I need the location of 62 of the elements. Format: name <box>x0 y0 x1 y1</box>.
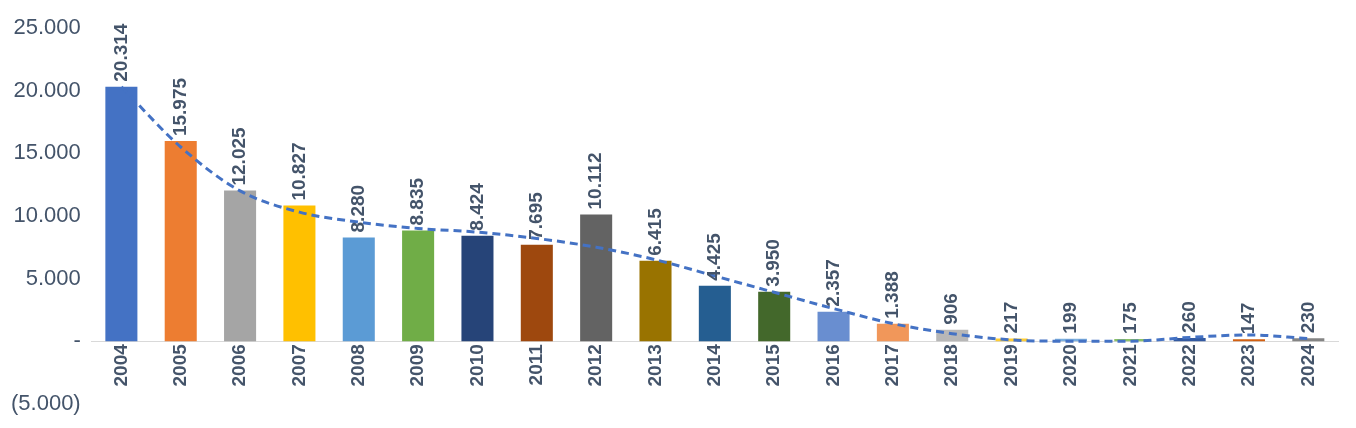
data-label: 8.424 <box>465 182 487 231</box>
x-tick-label: 2005 <box>168 343 190 387</box>
y-tick-label: 5.000 <box>25 264 81 290</box>
bar <box>283 205 316 342</box>
y-tick-label: - <box>73 327 81 353</box>
data-label: 8.280 <box>347 184 368 233</box>
data-label: 10.112 <box>584 152 606 210</box>
x-tick-label: 2020 <box>1059 344 1081 387</box>
data-label: 217 <box>999 301 1021 334</box>
x-tick-label: 2014 <box>703 343 725 387</box>
bar <box>639 260 672 342</box>
data-label: 3.950 <box>762 239 784 287</box>
x-tick-label: 2019 <box>999 344 1021 387</box>
x-tick-label: 2010 <box>465 344 487 387</box>
data-label: 6.415 <box>643 207 665 256</box>
x-tick-label: 2011 <box>525 343 547 386</box>
x-tick-label: 2017 <box>881 344 903 387</box>
data-label: 10.827 <box>287 142 309 201</box>
x-tick-label: 2008 <box>347 344 368 387</box>
x-tick-label: 2004 <box>109 343 131 387</box>
x-tick-label: 2021 <box>1118 343 1140 387</box>
data-label: 199 <box>1059 301 1081 334</box>
x-tick-label: 2013 <box>643 344 665 387</box>
data-label: 8.835 <box>406 177 428 226</box>
y-tick-label: (5.000) <box>10 389 81 415</box>
bar <box>461 235 494 342</box>
data-label: 4.425 <box>703 232 725 281</box>
y-tick-label: 15.000 <box>13 139 81 165</box>
bar <box>224 190 257 342</box>
y-tick-label: 10.000 <box>13 201 81 227</box>
bar <box>520 244 553 342</box>
x-tick-label: 2007 <box>287 344 309 387</box>
data-label: 260 <box>1177 301 1199 333</box>
bar <box>402 230 435 342</box>
y-tick-label: 25.000 <box>13 14 81 40</box>
x-tick-label: 2022 <box>1177 344 1199 387</box>
bar <box>164 141 197 342</box>
data-label: 175 <box>1118 301 1140 334</box>
data-label: 7.695 <box>525 191 547 240</box>
data-label: 2.357 <box>821 259 843 307</box>
x-tick-label: 2012 <box>584 344 606 387</box>
bar <box>342 237 375 342</box>
bar <box>580 214 613 342</box>
y-tick-label: 20.000 <box>13 76 81 102</box>
bar <box>817 311 850 342</box>
data-label: 230 <box>1296 301 1318 334</box>
x-tick-label: 2016 <box>821 344 843 387</box>
data-label: 20.314 <box>109 23 131 82</box>
x-tick-label: 2009 <box>406 344 428 387</box>
x-tick-label: 2018 <box>940 344 962 387</box>
bar <box>758 291 791 342</box>
x-tick-label: 2023 <box>1237 344 1259 387</box>
data-label: 906 <box>940 293 962 325</box>
data-label: 147 <box>1237 302 1259 335</box>
bar <box>876 323 909 342</box>
x-tick-label: 2006 <box>228 344 250 387</box>
bar <box>698 285 731 342</box>
x-tick-label: 2015 <box>762 343 784 387</box>
data-label: 12.025 <box>228 126 250 186</box>
data-label: 1.388 <box>881 271 903 319</box>
data-label: 15.975 <box>168 77 190 137</box>
x-tick-label: 2024 <box>1296 343 1318 387</box>
